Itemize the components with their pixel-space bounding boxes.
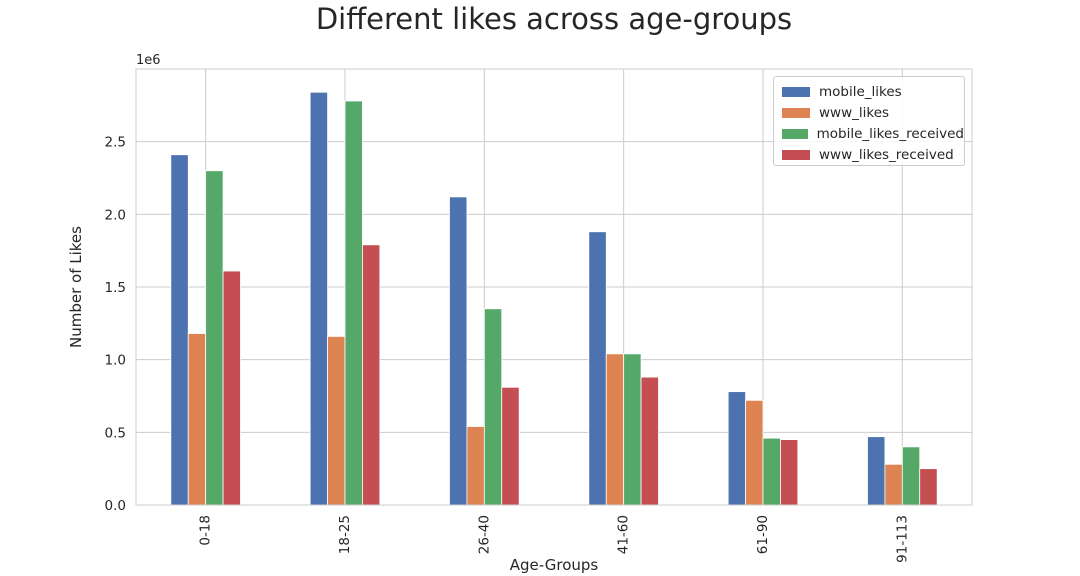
bar-www-likes (605, 353, 625, 506)
y-tick-label: 1.0 (105, 353, 126, 369)
y-tick-label: 0.0 (105, 498, 126, 514)
bar-www-likes-received (362, 244, 381, 506)
bar-www-likes-received (501, 386, 520, 506)
y-tick-label: 2.0 (105, 207, 126, 223)
legend: mobile_likes www_likes mobile_likes_rece… (773, 76, 965, 166)
x-tick-label: 41-60 (616, 515, 632, 554)
legend-swatch (782, 149, 810, 160)
bar-www-likes-received (780, 439, 799, 506)
x-tick-labels: 0-18 18-25 26-40 41-60 61-90 91-113 (198, 515, 911, 563)
bar-www-likes (187, 333, 207, 506)
legend-label: www_likes_received (819, 146, 954, 163)
y-tick-label: 1.5 (105, 280, 126, 296)
legend-swatch (782, 128, 808, 139)
y-tick-labels: 0.0 0.5 1.0 1.5 2.0 2.5 (105, 135, 126, 514)
legend-label: mobile_likes (819, 83, 902, 100)
legend-label: mobile_likes_received (816, 125, 964, 142)
bar-mobile-likes (449, 196, 468, 506)
x-tick-label: 91-113 (894, 515, 910, 563)
legend-item: www_likes_received (782, 144, 964, 165)
legend-item: www_likes (782, 102, 964, 123)
bar-mobile-likes-received (483, 308, 503, 506)
legend-item: mobile_likes (782, 81, 964, 102)
bar-mobile-likes-received (762, 437, 781, 506)
bar-www-likes-received (222, 270, 241, 506)
bars (170, 91, 938, 506)
bar-mobile-likes (727, 391, 746, 506)
bar-mobile-likes-received (901, 446, 921, 506)
bar-www-likes (466, 426, 485, 506)
bar-mobile-likes-received (623, 353, 642, 506)
x-axis-label: Age-Groups (509, 556, 599, 574)
bar-www-likes (327, 336, 346, 506)
chart-title: Different likes across age-groups (315, 2, 793, 36)
legend-swatch (782, 86, 810, 97)
bar-www-likes (745, 399, 764, 506)
legend-item: mobile_likes_received (782, 123, 964, 144)
y-tick-label: 0.5 (105, 425, 126, 441)
bar-mobile-likes (309, 91, 328, 506)
bar-mobile-likes (867, 436, 886, 506)
legend-label: www_likes (819, 104, 890, 121)
bar-mobile-likes (170, 154, 189, 506)
y-axis-offset-text: 1e6 (136, 53, 161, 68)
bar-mobile-likes-received (205, 170, 224, 506)
bar-www-likes-received (919, 468, 938, 506)
legend-swatch (782, 107, 810, 118)
plot-frame (135, 68, 973, 506)
bar-www-likes (884, 463, 903, 506)
x-tick-label: 61-90 (755, 515, 771, 554)
y-tick-label: 2.5 (105, 135, 126, 151)
bar-www-likes-received (640, 376, 659, 506)
x-tick-label: 18-25 (337, 515, 353, 554)
bar-mobile-likes (588, 231, 607, 506)
x-tick-label: 0-18 (198, 515, 214, 546)
x-tick-label: 26-40 (476, 515, 492, 554)
bar-mobile-likes-received (344, 100, 363, 506)
y-axis-label: Number of Likes (67, 226, 85, 348)
